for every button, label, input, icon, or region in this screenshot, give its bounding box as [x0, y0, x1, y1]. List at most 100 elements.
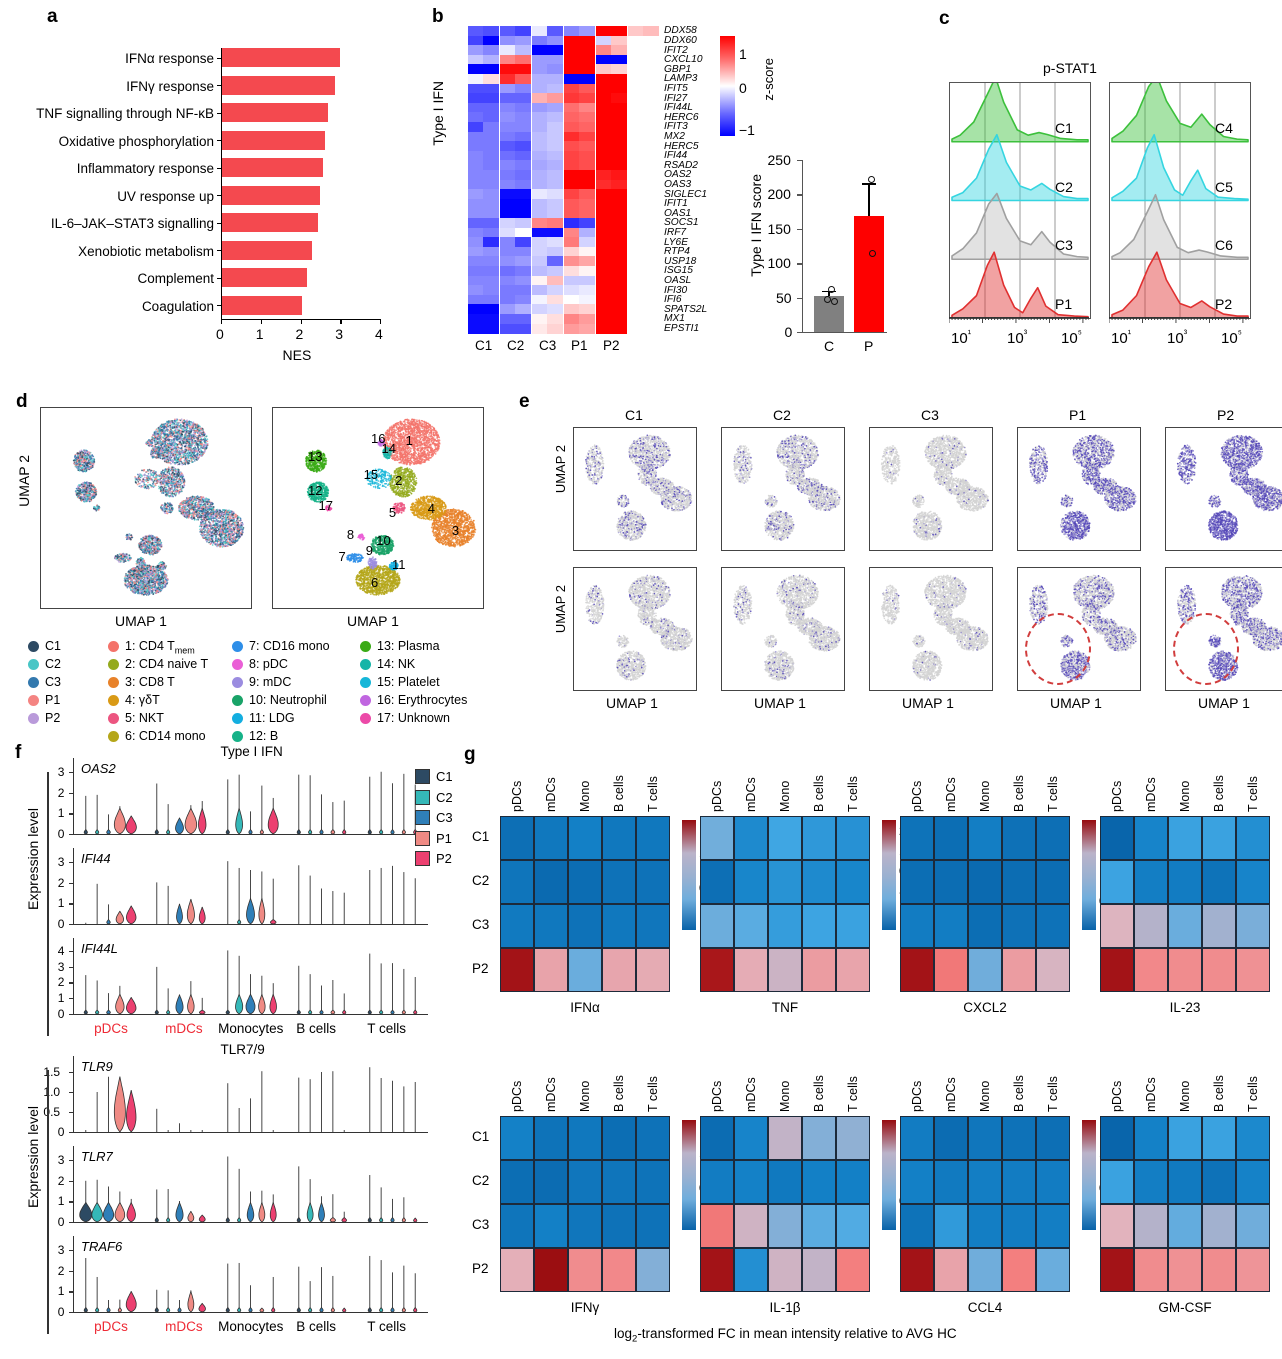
- f-ytick-TLR9-0: [69, 1132, 73, 1134]
- f-xaxis-IFI44L: [73, 1014, 428, 1016]
- flow-trace-label-P1: P1: [1055, 296, 1072, 312]
- cluster-number-15: 15: [364, 467, 378, 482]
- hm-cell-26-8: [596, 275, 612, 286]
- hm-cell-27-4: [532, 285, 548, 296]
- g-cell-CCL4-1-1: [934, 1160, 968, 1204]
- g-colhdr-IL-23-mDCs: mDCs: [1144, 754, 1158, 812]
- hm-cell-12-6: [564, 141, 580, 152]
- hm-cell-23-3: [515, 246, 531, 257]
- g-colhdr-IL-1β-B cells: B cells: [812, 1054, 826, 1112]
- hm-cell-28-11: [643, 294, 659, 305]
- gene-label-IFIT5: IFIT5: [664, 83, 688, 93]
- legend-dot: [232, 659, 243, 671]
- hm-cell-3-8: [596, 54, 612, 65]
- hm-cell-2-0: [468, 45, 484, 56]
- hm-cell-21-10: [628, 227, 644, 238]
- g-cell-IFNα-2-2: [568, 904, 602, 948]
- bar-7: [221, 240, 313, 260]
- hm-cell-11-1: [483, 131, 499, 142]
- g-cell-IL-23-2-0: [1100, 904, 1134, 948]
- legend-item-1--CD4-T: 1: CD4 Tmem: [108, 639, 195, 656]
- f-yticklabel-TLR9-1.5: 1.5: [43, 1065, 60, 1079]
- hm-cell-23-9: [611, 246, 627, 257]
- bs-ytick-100: [797, 263, 802, 265]
- f-yticklabel-OAS2-0: 0: [58, 827, 65, 841]
- g-colhdr-TNF-Mono: Mono: [778, 754, 792, 812]
- g-cell-CCL4-3-0: [900, 1248, 934, 1292]
- hm-cell-15-10: [628, 170, 644, 181]
- cat-label-4: Inflammatory response: [77, 161, 214, 176]
- hm-cell-29-8: [596, 304, 612, 315]
- hm-cell-13-4: [532, 150, 548, 161]
- legend-dot: [360, 677, 371, 689]
- hm-cell-10-2: [500, 122, 516, 133]
- hm-cell-16-0: [468, 179, 484, 190]
- g-colhdr-CCL4-mDCs: mDCs: [944, 1054, 958, 1112]
- hm-cell-27-10: [628, 285, 644, 296]
- hm-cell-12-2: [500, 141, 516, 152]
- g-cell-IFNγ-2-4: [636, 1204, 670, 1248]
- flow-trace-label-C5: C5: [1215, 179, 1233, 195]
- legend-item-7--CD16-mono: 7: CD16 mono: [232, 639, 330, 653]
- legend-dot: [360, 695, 371, 707]
- g-cell-IL-23-1-1: [1134, 860, 1168, 904]
- bs-yaxis: [802, 160, 804, 332]
- hm-cell-7-9: [611, 93, 627, 104]
- hm-cell-28-4: [532, 294, 548, 305]
- g-cell-IL-23-2-1: [1134, 904, 1168, 948]
- f-xaxis-OAS2: [73, 834, 428, 836]
- g-cell-IL-1β-1-3: [802, 1160, 836, 1204]
- g-colhdr-CXCL2-B cells: B cells: [1012, 754, 1026, 812]
- hm-cell-4-2: [500, 64, 516, 75]
- hm-cell-24-6: [564, 256, 580, 267]
- g-cell-IL-23-3-1: [1134, 948, 1168, 992]
- hm-cell-6-1: [483, 83, 499, 94]
- g-cell-IL-23-1-0: [1100, 860, 1134, 904]
- legend-label: 15: Platelet: [377, 675, 440, 689]
- legend-label: 2: CD4 naive T: [125, 657, 208, 671]
- hm-cell-1-0: [468, 35, 484, 46]
- hm-cell-1-5: [547, 35, 563, 46]
- hm-cell-20-5: [547, 218, 563, 229]
- bs-err-P: [868, 183, 870, 217]
- g-cell-IFNα-2-1: [534, 904, 568, 948]
- gene-label-IFI27: IFI27: [664, 93, 687, 103]
- hm-cell-27-2: [500, 285, 516, 296]
- g-cell-CXCL2-1-3: [1002, 860, 1036, 904]
- hm-cell-7-8: [596, 93, 612, 104]
- legend-label: 16: Erythrocytes: [377, 693, 467, 707]
- hm-cell-24-0: [468, 256, 484, 267]
- f-yticklabel-TLR7-1: 1: [58, 1194, 65, 1208]
- umap-expression-panel-IFIT2-P2: [1165, 567, 1282, 691]
- f-xaxis-TRAF6: [73, 1312, 428, 1314]
- f-group-label-0-B cells: B cells: [296, 1021, 336, 1036]
- g-cell-IL-1β-0-4: [836, 1116, 870, 1160]
- hm-cell-1-11: [643, 35, 659, 46]
- hm-cell-7-2: [500, 93, 516, 104]
- hm-cell-9-6: [564, 112, 580, 123]
- bs-ytick-200: [797, 194, 802, 196]
- hm-cell-22-0: [468, 237, 484, 248]
- legend-dot: [28, 695, 39, 707]
- hm-cell-7-11: [643, 93, 659, 104]
- umap-expression-panel-IFIT2-C2: [721, 567, 845, 691]
- highlight-ellipse-P2: [1173, 613, 1239, 685]
- hm-cell-20-2: [500, 218, 516, 229]
- cluster-number-13: 13: [308, 449, 322, 464]
- g-heatmap-title-CXCL2: CXCL2: [943, 1000, 1027, 1015]
- legend-dot: [232, 641, 243, 653]
- f-ytick-IFI44-2: [69, 882, 73, 884]
- bar-9: [221, 295, 303, 315]
- xtick-2: [300, 318, 302, 324]
- g-cell-IFNα-2-4: [636, 904, 670, 948]
- cat-label-8: Complement: [137, 271, 214, 286]
- legend-dot: [108, 695, 119, 707]
- g-colhdr-IL-23-T cells: T cells: [1246, 754, 1260, 812]
- bar-1: [221, 75, 336, 95]
- hm-cell-26-11: [643, 275, 659, 286]
- f-legend-swatch: [415, 851, 430, 867]
- hm-cell-19-4: [532, 208, 548, 219]
- f-gene-label-IFI44L: IFI44L: [81, 941, 118, 956]
- hm-cell-7-1: [483, 93, 499, 104]
- hm-cell-15-2: [500, 170, 516, 181]
